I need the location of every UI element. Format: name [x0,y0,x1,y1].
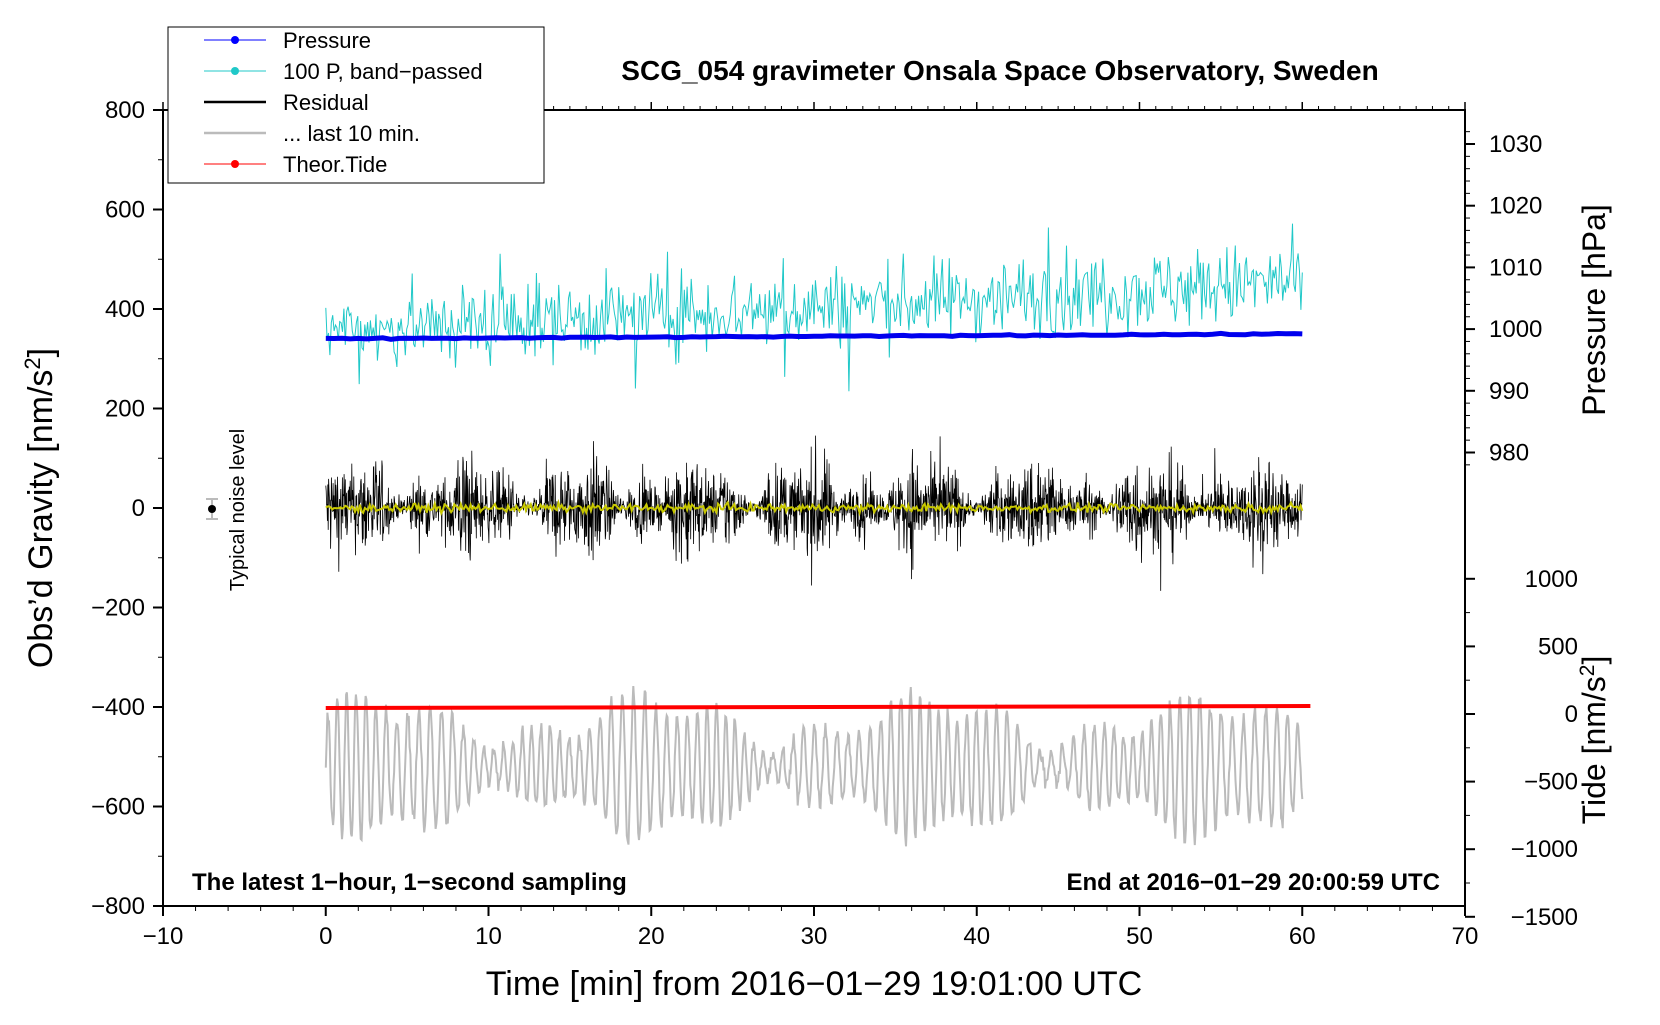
x-tick-label: 30 [801,923,828,950]
legend-swatch-marker [231,36,239,44]
legend-label: Theor.Tide [283,152,387,177]
tide-tick-label: 1000 [1525,566,1578,593]
legend-label: ... last 10 min. [283,121,420,146]
x-tick-label: 50 [1126,923,1153,950]
tide-axis-label-sup: 2 [1576,665,1599,677]
data-traces [324,223,1311,847]
axis-ticks [153,102,1475,918]
y-tick-label: 200 [105,396,145,423]
y-tick-label: 400 [105,296,145,323]
y-tick-label: −400 [91,694,145,721]
x-tick-labels: −10 0 10 20 30 40 50 60 70 [143,923,1479,950]
chart-title: SCG_054 gravimeter Onsala Space Observat… [621,55,1378,86]
y-tick-label: −200 [91,595,145,622]
pressure-tick-label: 1020 [1489,193,1542,220]
x-tick-label: 40 [963,923,990,950]
theoretical-tide-line [325,704,1311,710]
x-tick-label: 10 [475,923,502,950]
y-tick-label: 800 [105,97,145,124]
legend-swatch-marker [231,67,239,75]
y-tick-label: 600 [105,197,145,224]
pressure-tick-label: 1010 [1489,254,1542,281]
band-passed-pressure-line [325,223,1303,392]
tide-tick-label: −500 [1524,769,1578,796]
pressure-tick-labels: 1030 1020 1010 1000 990 980 [1489,131,1542,467]
x-tick-label: 70 [1452,923,1479,950]
y-axis-label-main: Obs’d Gravity [nm/s [22,370,60,669]
noise-label: Typical noise level [227,429,249,591]
tide-tick-label: 500 [1538,633,1578,660]
tide-tick-labels: 1000 500 0 −500 −1000 −1500 [1511,566,1578,931]
residual-trend-line [325,498,1304,517]
last-10-min-line [324,686,1304,847]
pressure-tick-label: 980 [1489,440,1529,467]
y-tick-label: 0 [132,495,145,522]
y-tick-label: −800 [91,893,145,920]
tide-axis-label-main: Tide [nm/s [1576,676,1612,824]
legend-label: 100 P, band−passed [283,59,483,84]
y-axis-label-end: ] [22,348,60,357]
legend-label: Residual [283,90,369,115]
legend-box [167,26,545,184]
tide-tick-label: 0 [1565,701,1578,728]
legend: Pressure 100 P, band−passed Residual ... la… [167,26,545,184]
y-axis-label-sup: 2 [20,357,45,369]
legend-label: Pressure [283,28,371,53]
residual-line [325,435,1303,591]
annotation-left: The latest 1−hour, 1−second sampling [192,869,627,896]
pressure-tick-label: 1030 [1489,131,1542,158]
x-tick-label: 0 [319,923,332,950]
x-axis-label: Time [min] from 2016−01−29 19:01:00 UTC [486,965,1142,1003]
tide-axis-label-end: ] [1576,656,1612,665]
x-tick-label: 60 [1289,923,1316,950]
noise-marker [206,498,218,520]
y-axis-label: Obs’d Gravity [nm/s2] [20,348,61,668]
y-tick-label: −600 [91,794,145,821]
x-tick-label: −10 [143,923,184,950]
pressure-tick-label: 1000 [1489,316,1542,343]
tide-tick-label: −1500 [1511,904,1578,931]
pressure-axis-label: Pressure [hPa] [1576,204,1612,416]
pressure-tick-label: 990 [1489,378,1529,405]
pressure-line [325,330,1303,342]
x-tick-label: 20 [638,923,665,950]
tide-tick-label: −1000 [1511,836,1578,863]
tide-axis-label: Tide [nm/s2] [1576,656,1613,825]
legend-swatch-marker [231,160,239,168]
annotation-right: End at 2016−01−29 20:00:59 UTC [1066,869,1440,896]
y-tick-labels: 800 600 400 200 0 −200 −400 −600 −800 [91,97,145,920]
